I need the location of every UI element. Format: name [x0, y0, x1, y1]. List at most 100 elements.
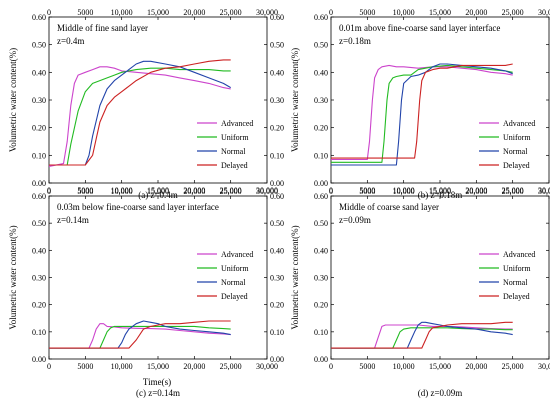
series-line-advanced: [49, 323, 231, 349]
x-tick-label: 15,000: [147, 186, 169, 195]
y-tick-label: 0.30: [314, 96, 328, 105]
y-tick-label: 0.20: [314, 124, 328, 133]
y-tick-label: 0.50: [314, 219, 328, 228]
y-tick-label: 0.30: [32, 274, 46, 283]
y-tick-label: 0.60: [32, 192, 46, 201]
x-tick-label: 30,000: [538, 362, 550, 371]
y-tick-label: 0.10: [32, 328, 46, 337]
x-tick-label-top: 30,000: [538, 187, 550, 196]
x-tick-label: 0: [47, 186, 51, 195]
x-tick-label: 25,000: [220, 362, 242, 371]
panel-0: 0 0 5000 5000 10,000 10,000 15,000 15,000 20,000…: [8, 8, 284, 200]
legend-label-delayed: Delayed: [221, 292, 248, 301]
legend-label-advanced: Advanced: [221, 250, 253, 259]
legend-label-advanced: Advanced: [503, 119, 535, 128]
panel-annotation: 0.01m above fine-coarse sand layer inter…: [339, 23, 500, 33]
x-tick-label-top: 15,000: [147, 8, 169, 17]
series-line-normal: [49, 60, 231, 166]
x-tick-label: 10,000: [111, 186, 133, 195]
y-tick-label: 0.50: [314, 41, 328, 50]
legend-label-uniform: Uniform: [503, 264, 531, 273]
x-tick-label-top: 10,000: [393, 187, 415, 196]
x-tick-label-top: 0: [47, 8, 51, 17]
y-tick-label: 0.40: [314, 246, 328, 255]
x-tick-label: 15,000: [429, 186, 451, 195]
series-line-uniform: [49, 67, 231, 166]
series-line-delayed: [331, 321, 513, 349]
y-tick-label: 0.10: [32, 151, 46, 160]
x-tick-label: 10,000: [111, 362, 133, 371]
x-tick-label-top: 20,000: [465, 187, 487, 196]
x-tick-label: 30,000: [256, 362, 278, 371]
x-tick-label: 0: [47, 362, 51, 371]
y-tick-label: 0.10: [314, 328, 328, 337]
series-line-normal: [331, 63, 513, 166]
panel-annotation: z=0.14m: [57, 215, 89, 225]
x-tick-label: 5000: [359, 186, 375, 195]
x-tick-label: 30,000: [256, 186, 278, 195]
x-tick-label: 5000: [359, 362, 375, 371]
x-axis-label: Time(s): [143, 377, 171, 387]
y-tick-label: 0.00: [314, 179, 328, 188]
legend-label-advanced: Advanced: [503, 250, 535, 259]
y-tick-label: 0.00: [32, 179, 46, 188]
panel-annotation: Middle of coarse sand layer: [339, 202, 439, 212]
legend-label-delayed: Delayed: [503, 292, 530, 301]
x-tick-label: 5000: [77, 186, 93, 195]
x-tick-label-top: 5000: [359, 8, 375, 17]
y-tick-label-right: 0.60: [270, 192, 284, 201]
y-axis-label: Volumetric water content(%): [8, 48, 18, 152]
y-axis-label: Volumetric water content(%): [290, 225, 300, 329]
x-tick-label-top: 15,000: [429, 8, 451, 17]
series-line-uniform: [331, 327, 513, 349]
x-tick-label-top: 30,000: [256, 187, 278, 196]
y-tick-label: 0.40: [314, 68, 328, 77]
x-tick-label: 20,000: [465, 186, 487, 195]
series-line-normal: [49, 320, 231, 349]
y-tick-label-right: 0.20: [270, 124, 284, 133]
y-tick-label: 0.20: [32, 124, 46, 133]
y-tick-label-right: 0.00: [270, 179, 284, 188]
x-tick-label: 0: [329, 362, 333, 371]
y-tick-label: 0.30: [314, 274, 328, 283]
y-tick-label-right: 0.60: [270, 13, 284, 22]
legend-label-normal: Normal: [503, 278, 528, 287]
y-tick-label-right: 0.00: [270, 355, 284, 364]
x-tick-label-top: 5000: [77, 187, 93, 196]
x-tick-label-top: 20,000: [465, 8, 487, 17]
x-tick-label: 15,000: [429, 362, 451, 371]
x-tick-label: 15,000: [147, 362, 169, 371]
y-axis-label: Volumetric water content(%): [8, 225, 18, 329]
series-line-delayed: [49, 59, 231, 166]
x-tick-label-top: 0: [329, 8, 333, 17]
panel-caption: (b) z=0.18m: [418, 190, 463, 200]
series-line-delayed: [331, 63, 513, 159]
x-tick-label-top: 25,000: [502, 8, 524, 17]
panel-2: 0 0 5000 5000 10,000 10,000 15,000 15,000 20,000…: [8, 187, 284, 398]
y-tick-label: 0.00: [314, 355, 328, 364]
x-tick-label-top: 10,000: [111, 187, 133, 196]
x-tick-label: 25,000: [502, 362, 524, 371]
x-tick-label-top: 30,000: [256, 8, 278, 17]
y-tick-label-right: 0.40: [270, 68, 284, 77]
y-tick-label: 0.60: [32, 13, 46, 22]
panel-caption: (a) z=0.4m: [138, 190, 178, 200]
y-tick-label-right: 0.50: [270, 41, 284, 50]
y-tick-label: 0.50: [32, 41, 46, 50]
x-tick-label: 25,000: [220, 186, 242, 195]
y-tick-label: 0.40: [32, 68, 46, 77]
series-line-uniform: [49, 325, 231, 349]
x-tick-label: 10,000: [393, 186, 415, 195]
series-line-advanced: [331, 324, 513, 349]
legend-label-uniform: Uniform: [221, 264, 249, 273]
x-tick-label-top: 5000: [359, 187, 375, 196]
y-tick-label-right: 0.40: [270, 246, 284, 255]
legend-label-normal: Normal: [221, 147, 246, 156]
series-line-normal: [331, 321, 513, 349]
legend-label-delayed: Delayed: [221, 161, 248, 170]
x-tick-label: 0: [329, 186, 333, 195]
panel-1: 0 0 5000 5000 10,000 10,000 15,000 15,000 20,000…: [290, 8, 550, 200]
series-line-uniform: [331, 64, 513, 163]
x-tick-label-top: 10,000: [393, 8, 415, 17]
